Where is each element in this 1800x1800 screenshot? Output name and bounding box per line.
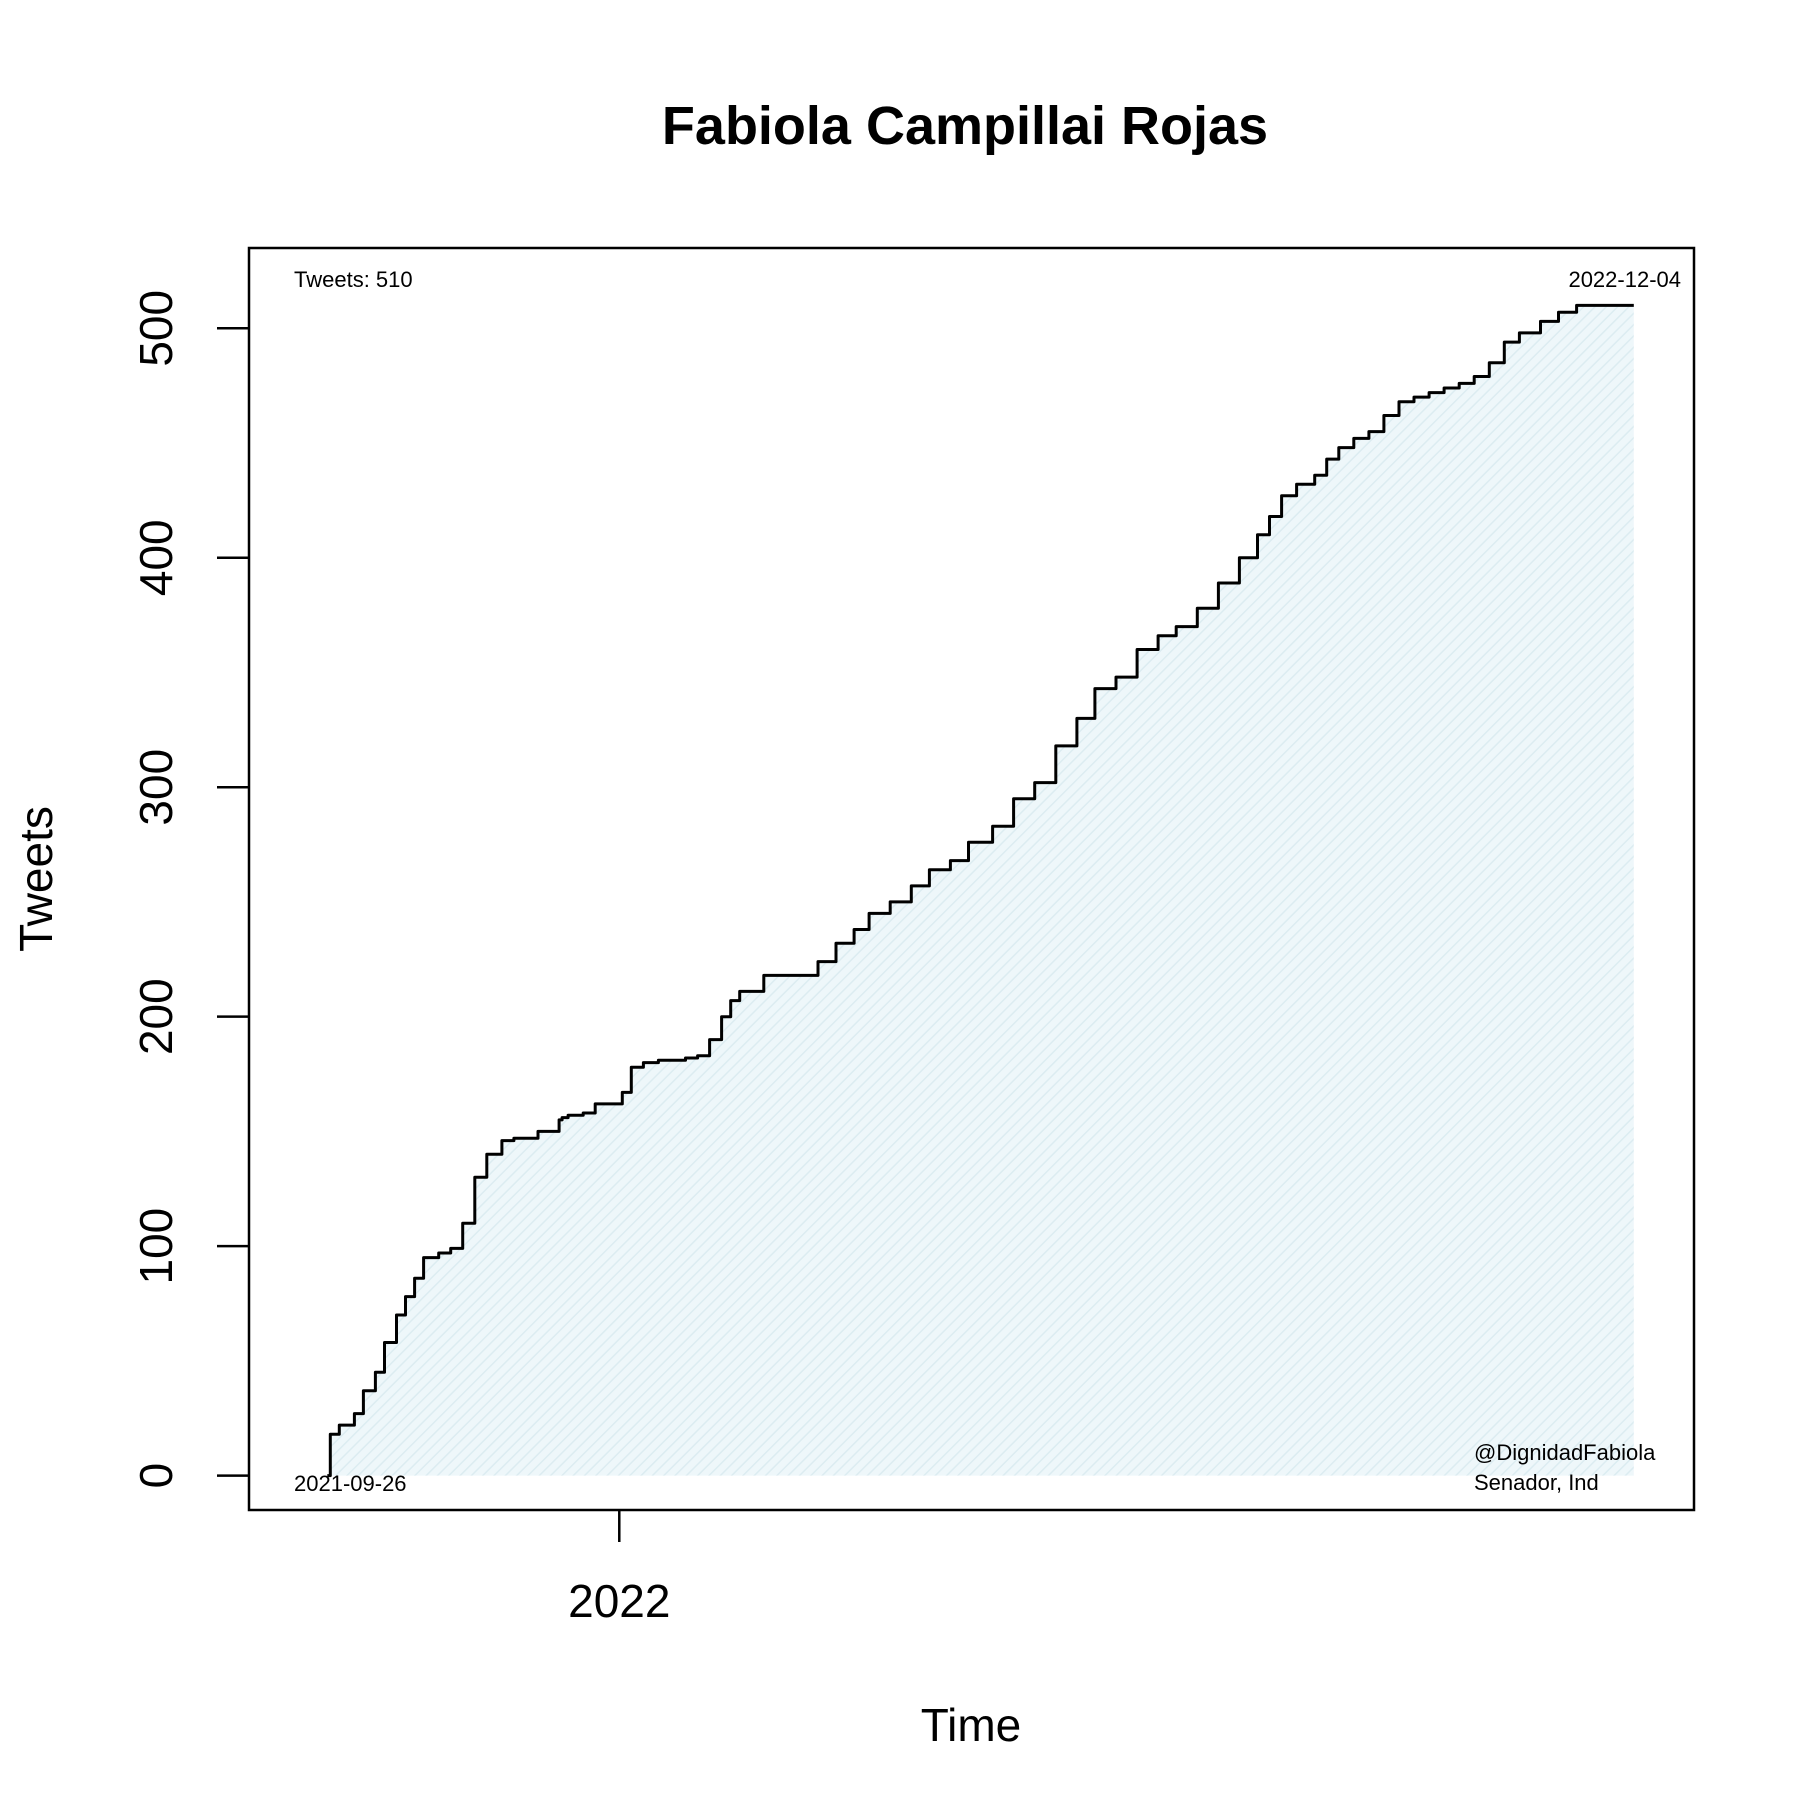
x-tick-label: 2022 — [568, 1575, 670, 1627]
y-tick-label: 300 — [130, 749, 182, 826]
x-axis: 2022 — [568, 1510, 670, 1627]
y-tick-label: 500 — [130, 290, 182, 367]
x-axis-label: Time — [921, 1699, 1022, 1751]
y-axis: 0 100 200 300 400 500 — [130, 290, 249, 1488]
y-tick-label: 200 — [130, 978, 182, 1055]
plot-frame — [247, 246, 1696, 1512]
plot-area — [327, 303, 1634, 1478]
y-tick-label: 100 — [130, 1208, 182, 1285]
tweet-count-annotation: Tweets: 510 — [294, 267, 413, 292]
start-date-annotation: 2021-09-26 — [294, 1471, 407, 1496]
chart-title: Fabiola Campillai Rojas — [662, 96, 1268, 156]
end-date-annotation: 2022-12-04 — [1568, 267, 1681, 292]
y-tick-label: 400 — [130, 519, 182, 596]
cumulative-line — [327, 303, 1634, 1478]
handle-annotation: @DignidadFabiola — [1474, 1440, 1656, 1465]
role-annotation: Senador, Ind — [1474, 1470, 1599, 1495]
y-axis-label: Tweets — [10, 806, 62, 952]
cumulative-area — [327, 305, 1634, 1476]
y-tick-label: 0 — [130, 1463, 182, 1489]
